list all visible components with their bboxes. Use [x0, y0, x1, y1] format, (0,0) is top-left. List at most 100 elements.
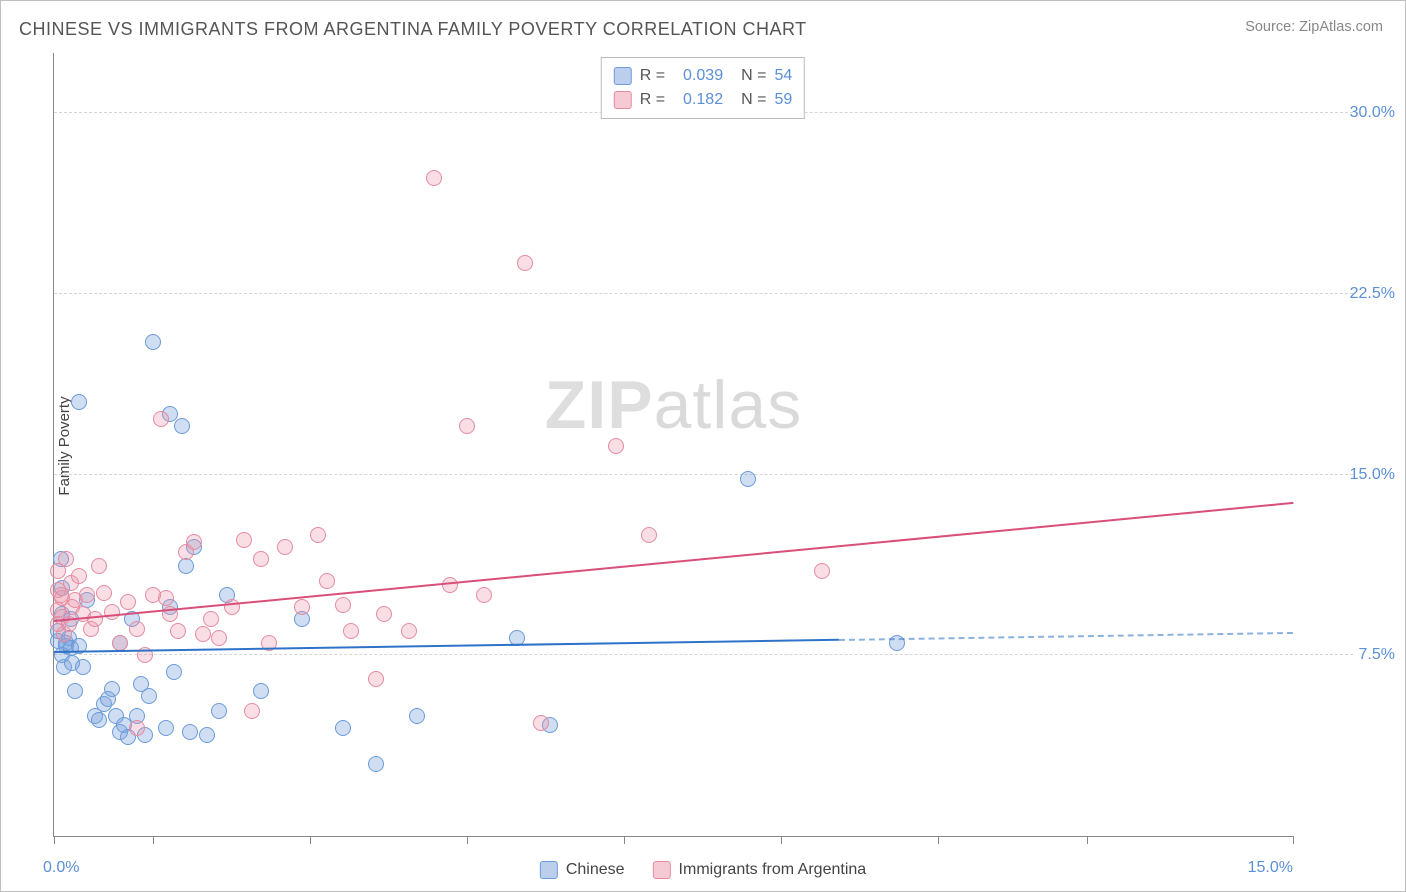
swatch-icon — [540, 861, 558, 879]
data-point — [75, 659, 91, 675]
data-point — [67, 683, 83, 699]
watermark-rest: atlas — [654, 367, 803, 443]
data-point — [158, 590, 174, 606]
data-point — [104, 681, 120, 697]
data-point — [203, 611, 219, 627]
data-point — [608, 438, 624, 454]
data-point — [145, 334, 161, 350]
trend-line — [54, 502, 1293, 622]
data-point — [166, 664, 182, 680]
data-point — [71, 568, 87, 584]
x-tick — [310, 836, 311, 844]
swatch-icon — [653, 861, 671, 879]
legend-label: Immigrants from Argentina — [679, 861, 867, 879]
data-point — [91, 558, 107, 574]
stats-legend: R = 0.039 N = 54 R = 0.182 N = 59 — [601, 57, 805, 119]
swatch-icon — [614, 67, 632, 85]
data-point — [426, 170, 442, 186]
x-tick — [1087, 836, 1088, 844]
swatch-icon — [614, 91, 632, 109]
stats-row-pink: R = 0.182 N = 59 — [614, 88, 792, 112]
data-point — [96, 585, 112, 601]
data-point — [476, 587, 492, 603]
data-point — [442, 577, 458, 593]
data-point — [112, 635, 128, 651]
trend-line — [54, 639, 839, 653]
r-value: 0.182 — [673, 91, 723, 109]
x-tick — [624, 836, 625, 844]
x-tick — [467, 836, 468, 844]
data-point — [253, 551, 269, 567]
legend-item-pink: Immigrants from Argentina — [653, 861, 867, 879]
data-point — [368, 671, 384, 687]
data-point — [409, 708, 425, 724]
data-point — [182, 724, 198, 740]
plot-area: ZIPatlas 7.5%15.0%22.5%30.0% — [53, 53, 1293, 837]
x-tick — [938, 836, 939, 844]
watermark: ZIPatlas — [545, 366, 802, 444]
x-tick — [153, 836, 154, 844]
data-point — [368, 756, 384, 772]
r-prefix: R = — [640, 67, 665, 85]
n-value: 59 — [774, 91, 792, 109]
data-point — [174, 418, 190, 434]
stats-row-blue: R = 0.039 N = 54 — [614, 64, 792, 88]
source-attribution: Source: ZipAtlas.com — [1245, 19, 1383, 35]
data-point — [814, 563, 830, 579]
data-point — [319, 573, 335, 589]
data-point — [79, 587, 95, 603]
legend-item-blue: Chinese — [540, 861, 625, 879]
data-point — [517, 255, 533, 271]
n-prefix: N = — [741, 91, 766, 109]
data-point — [158, 720, 174, 736]
data-point — [294, 599, 310, 615]
data-point — [277, 539, 293, 555]
data-point — [199, 727, 215, 743]
data-point — [170, 623, 186, 639]
x-tick — [1293, 836, 1294, 844]
y-tick-label: 7.5% — [1359, 646, 1395, 664]
bottom-legend: Chinese Immigrants from Argentina — [540, 861, 866, 879]
data-point — [87, 611, 103, 627]
legend-label: Chinese — [566, 861, 625, 879]
data-point — [141, 688, 157, 704]
n-value: 54 — [774, 67, 792, 85]
data-point — [195, 626, 211, 642]
data-point — [91, 712, 107, 728]
gridline — [54, 474, 1353, 475]
r-value: 0.039 — [673, 67, 723, 85]
data-point — [211, 630, 227, 646]
data-point — [533, 715, 549, 731]
data-point — [343, 623, 359, 639]
data-point — [310, 527, 326, 543]
data-point — [71, 394, 87, 410]
data-point — [253, 683, 269, 699]
data-point — [740, 471, 756, 487]
x-tick — [54, 836, 55, 844]
chart-title: CHINESE VS IMMIGRANTS FROM ARGENTINA FAM… — [19, 19, 807, 40]
data-point — [186, 534, 202, 550]
data-point — [335, 597, 351, 613]
gridline — [54, 293, 1353, 294]
data-point — [401, 623, 417, 639]
x-axis-max-label: 15.0% — [1248, 859, 1293, 877]
data-point — [641, 527, 657, 543]
gridline — [54, 654, 1353, 655]
data-point — [129, 621, 145, 637]
data-point — [244, 703, 260, 719]
r-prefix: R = — [640, 91, 665, 109]
x-axis-min-label: 0.0% — [43, 859, 79, 877]
data-point — [211, 703, 227, 719]
chart-container: CHINESE VS IMMIGRANTS FROM ARGENTINA FAM… — [0, 0, 1406, 892]
y-tick-label: 15.0% — [1350, 466, 1395, 484]
x-tick — [781, 836, 782, 844]
y-tick-label: 30.0% — [1350, 104, 1395, 122]
data-point — [120, 594, 136, 610]
watermark-bold: ZIP — [545, 367, 654, 443]
trend-line-dashed — [839, 632, 1293, 641]
data-point — [459, 418, 475, 434]
data-point — [376, 606, 392, 622]
y-tick-label: 22.5% — [1350, 285, 1395, 303]
data-point — [104, 604, 120, 620]
data-point — [335, 720, 351, 736]
